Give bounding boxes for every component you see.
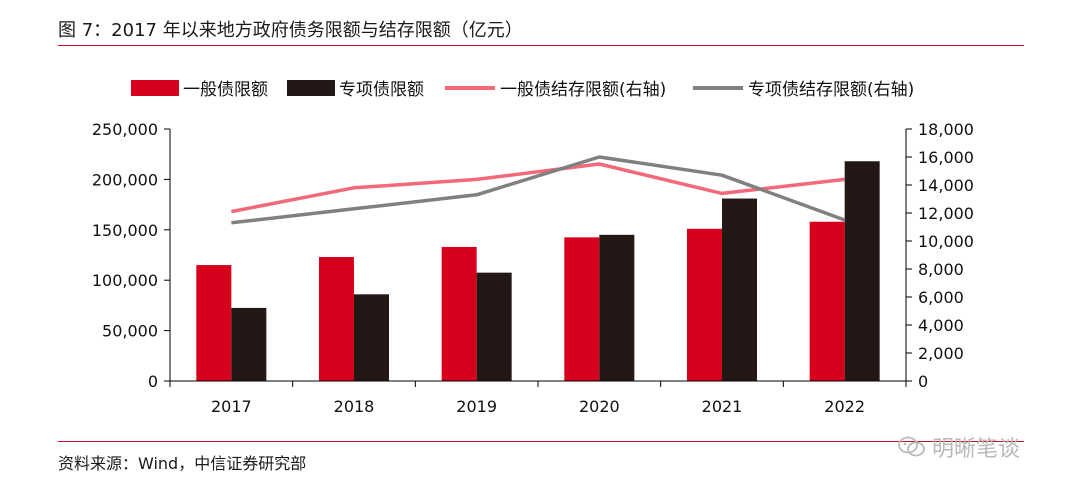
left-tick-label: 50,000 — [102, 322, 158, 341]
special-debt-bar — [476, 272, 512, 381]
chart: 一般债限额 专项债限额 一般债结存限额(右轴) 专项债结存限额(右轴) 0 50,000… — [92, 80, 974, 416]
wechat-icon — [898, 436, 925, 457]
bars — [196, 161, 880, 381]
right-tick-label: 18,000 — [918, 120, 974, 139]
x-tick-label: 2018 — [334, 397, 375, 416]
legend-general-debt-swatch — [131, 80, 179, 96]
left-tick-label: 250,000 — [92, 120, 158, 139]
special-debt-bar — [354, 294, 389, 381]
general-debt-bar — [319, 257, 354, 381]
left-tick-label: 0 — [148, 372, 158, 391]
general-debt-bar — [441, 246, 477, 381]
watermark: 明晰笔谈 — [898, 431, 1020, 463]
legend-special-debt-label: 专项债限额 — [339, 80, 424, 100]
x-tick-label: 2017 — [211, 397, 252, 416]
legend-general-debt-label: 一般债限额 — [183, 80, 268, 100]
right-tick-label: 0 — [918, 372, 928, 391]
title-rule — [58, 45, 1024, 46]
lines — [231, 155, 846, 225]
x-tick-label: 2019 — [456, 397, 497, 416]
general-debt-bar — [687, 228, 722, 381]
left-tick-label: 200,000 — [92, 170, 158, 189]
legend: 一般债限额 专项债限额 一般债结存限额(右轴) 专项债结存限额(右轴) — [131, 80, 914, 100]
right-tick-label: 16,000 — [918, 148, 974, 167]
general-debt-bar — [196, 265, 232, 381]
left-tick-label: 150,000 — [92, 221, 158, 240]
right-tick-label: 8,000 — [918, 260, 964, 279]
right-tick-label: 12,000 — [918, 204, 974, 223]
left-tick-label: 100,000 — [92, 271, 158, 290]
special-debt-bar — [599, 234, 635, 381]
special-debt-bar — [844, 161, 880, 381]
legend-special-remaining-label: 专项债结存限额(右轴) — [748, 80, 914, 100]
watermark-text: 明晰笔谈 — [932, 437, 1021, 462]
special-debt-bar — [231, 307, 267, 381]
x-tick-label: 2021 — [702, 397, 743, 416]
legend-general-remaining-label: 一般债结存限额(右轴) — [500, 80, 666, 100]
legend-special-debt-swatch — [287, 80, 335, 96]
x-tick-label: 2020 — [579, 397, 620, 416]
general-debt-bar — [809, 221, 845, 381]
right-tick-label: 6,000 — [918, 288, 964, 307]
special-remaining-line — [231, 155, 846, 225]
source-note: 资料来源：Wind，中信证券研究部 — [58, 454, 307, 473]
right-tick-label: 2,000 — [918, 344, 964, 363]
right-tick-label: 14,000 — [918, 176, 974, 195]
source-rule — [58, 441, 1024, 442]
x-tick-label: 2022 — [824, 397, 865, 416]
special-debt-bar — [722, 198, 757, 381]
figure-title: 图 7：2017 年以来地方政府债务限额与结存限额（亿元） — [58, 20, 523, 41]
right-tick-label: 10,000 — [918, 232, 974, 251]
general-debt-bar — [564, 237, 600, 381]
right-tick-label: 4,000 — [918, 316, 964, 335]
axes: 0 50,000 100,000 150,000 200,000 250,000 0 2,00… — [92, 120, 974, 416]
general-remaining-line — [231, 162, 845, 214]
